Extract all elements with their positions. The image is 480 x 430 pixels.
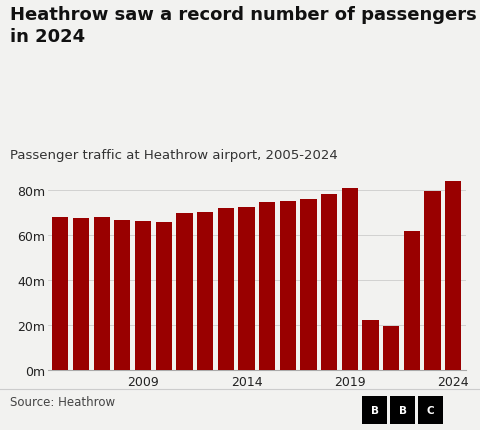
Text: Passenger traffic at Heathrow airport, 2005-2024: Passenger traffic at Heathrow airport, 2…: [10, 148, 337, 161]
Text: B: B: [399, 405, 407, 415]
Bar: [239, 207, 254, 370]
Bar: [321, 195, 337, 370]
Bar: [259, 203, 275, 370]
Bar: [280, 201, 296, 370]
Bar: [114, 221, 131, 370]
Bar: [218, 208, 234, 370]
Text: Source: Heathrow: Source: Heathrow: [10, 395, 115, 408]
Bar: [445, 181, 461, 370]
Bar: [135, 221, 151, 370]
Bar: [424, 192, 441, 370]
Bar: [52, 217, 69, 370]
Bar: [94, 217, 110, 370]
Text: C: C: [427, 405, 434, 415]
Bar: [342, 188, 358, 370]
Bar: [383, 326, 399, 370]
Bar: [73, 218, 89, 370]
Bar: [404, 231, 420, 370]
Text: Heathrow saw a record number of passengers
in 2024: Heathrow saw a record number of passenge…: [10, 6, 476, 46]
Bar: [156, 222, 172, 370]
Bar: [197, 212, 213, 370]
Text: B: B: [371, 405, 379, 415]
Bar: [300, 200, 316, 370]
Bar: [176, 214, 192, 370]
Bar: [362, 320, 379, 370]
